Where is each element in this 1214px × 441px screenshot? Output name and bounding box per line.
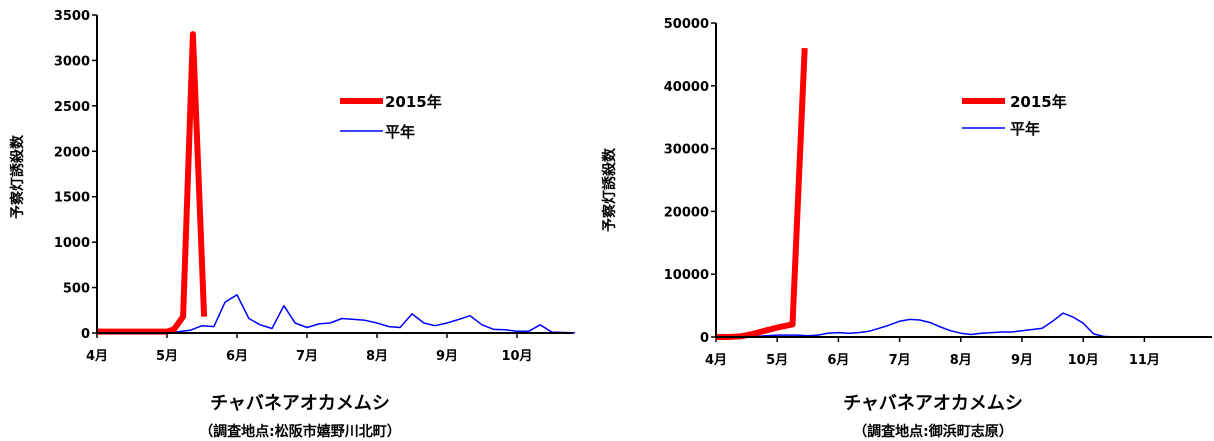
y-tick-label: 3500 (54, 9, 90, 24)
chart-title-right: チャバネアオカメムシ (843, 393, 1023, 414)
x-tick-label: 6月 (827, 353, 849, 368)
chart-subtitle-right: （調査地点:御浜町志原） (853, 423, 1013, 440)
y-tick-label: 2500 (54, 100, 90, 115)
x-tick-label: 9月 (436, 349, 458, 364)
chart-subtitle-left: （調査地点:松阪市嬉野川北町） (199, 423, 401, 440)
x-tick-label: 7月 (889, 353, 911, 368)
legend-label-normal-left: 平年 (385, 123, 415, 141)
x-tick-label: 7月 (296, 349, 318, 364)
x-tick-label: 10月 (501, 349, 532, 364)
x-tick-label: 9月 (1011, 353, 1033, 368)
chart-left: 予察灯誘殺数 0 500 1000 1500 2000 2500 3000 3500 4月 5月… (9, 9, 576, 440)
y-tick-label: 0 (81, 327, 90, 342)
y-tick-label: 500 (63, 282, 90, 297)
x-tick-label: 8月 (950, 353, 972, 368)
x-tick-label: 5月 (766, 353, 788, 368)
y-tick-label: 0 (700, 331, 709, 346)
legend-label-2015-right: 2015年 (1010, 93, 1067, 111)
x-tick-label: 4月 (705, 353, 727, 368)
x-tick-label: 6月 (226, 349, 248, 364)
x-tick-label: 11月 (1129, 353, 1160, 368)
y-axis-label-left: 予察灯誘殺数 (9, 134, 26, 219)
legend-left: 2015年 平年 (340, 93, 442, 141)
chart-title-left: チャバネアオカメムシ (210, 393, 390, 414)
legend-right: 2015年 平年 (962, 93, 1067, 138)
y-tick-label: 50000 (664, 17, 709, 32)
y-tick-label: 40000 (664, 80, 709, 95)
x-tick-label: 10月 (1068, 353, 1099, 368)
y-tick-label: 1000 (54, 236, 90, 251)
x-ticks-right: 4月 5月 6月 7月 8月 9月 10月 11月 (705, 337, 1160, 368)
series-line-2015 (97, 31, 208, 335)
series-line-normal (97, 294, 576, 334)
legend-label-2015-left: 2015年 (385, 93, 442, 111)
y-tick-label: 10000 (664, 268, 709, 283)
y-tick-label: 1500 (54, 191, 90, 206)
x-tick-label: 5月 (156, 349, 178, 364)
legend-label-normal-right: 平年 (1010, 120, 1040, 138)
y-tick-label: 3000 (54, 54, 90, 69)
series-line-normal (716, 312, 1175, 338)
x-ticks-left: 4月 5月 6月 7月 8月 9月 10月 (86, 333, 533, 364)
series-left (97, 31, 576, 335)
y-tick-label: 2000 (54, 145, 90, 160)
y-axis-label-right: 予察灯誘殺数 (601, 147, 618, 232)
x-tick-label: 4月 (86, 349, 108, 364)
y-tick-label: 30000 (664, 143, 709, 158)
y-ticks-right: 0 10000 20000 30000 40000 50000 (664, 17, 716, 346)
series-line-2015 (716, 47, 808, 340)
y-tick-label: 20000 (664, 205, 709, 220)
x-tick-label: 8月 (366, 349, 388, 364)
chart-right: 予察灯誘殺数 0 10000 20000 30000 40000 50000 4月 5月 6月… (601, 17, 1212, 440)
y-ticks-left: 0 500 1000 1500 2000 2500 3000 3500 (54, 9, 97, 342)
series-right (716, 47, 1175, 340)
